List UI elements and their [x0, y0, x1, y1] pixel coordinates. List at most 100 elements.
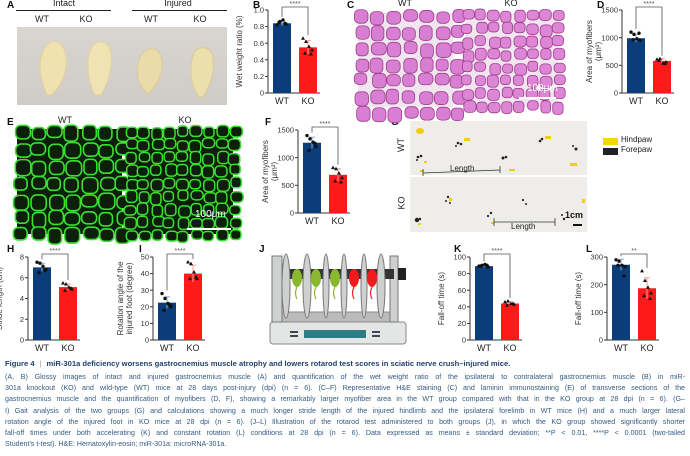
myofiber-cell	[149, 164, 162, 176]
data-point	[616, 263, 620, 267]
data-point	[192, 269, 196, 274]
myofiber-cell	[553, 86, 566, 100]
myofiber-cell	[488, 36, 502, 49]
myofiber-cell	[435, 58, 449, 72]
myofiber-cell	[355, 58, 370, 73]
he-ko-label: KO	[504, 0, 518, 8]
data-point	[511, 301, 515, 305]
x-tick-label: KO	[301, 96, 314, 106]
myofiber-cell	[371, 107, 387, 123]
myofiber-cell	[80, 194, 99, 208]
myofiber-cell	[500, 74, 511, 85]
data-point	[617, 259, 621, 263]
myofiber-cell	[63, 226, 81, 244]
data-point	[277, 20, 281, 25]
myofiber-cell	[433, 91, 449, 105]
he-stain-wt-image	[353, 9, 468, 124]
y-axis-label: Wet weight ratio (%)	[235, 15, 244, 87]
myofiber-cell	[386, 74, 401, 87]
myofiber-cell	[435, 26, 451, 41]
myofiber-cell	[487, 21, 500, 33]
myofiber-cell	[189, 178, 202, 190]
myofiber-cell	[176, 230, 189, 244]
myofiber-cell	[512, 74, 524, 86]
myofiber-cell	[419, 10, 435, 23]
myofiber-cell	[539, 63, 552, 75]
myofiber-cell	[63, 177, 79, 193]
myofiber-cell	[138, 151, 151, 163]
panel-label-h: H	[7, 244, 15, 255]
myofiber-cell	[125, 138, 139, 150]
data-point	[194, 274, 198, 279]
myofiber-cell	[369, 11, 385, 26]
panel-label-e: E	[7, 117, 14, 128]
y-tick-label: 60	[458, 286, 466, 295]
myofiber-cell	[178, 205, 192, 219]
myofiber-cell	[540, 36, 553, 49]
data-point	[160, 291, 164, 296]
myofiber-cell	[526, 75, 539, 88]
data-point	[638, 38, 642, 43]
x-tick-label: KO	[331, 216, 344, 226]
y-tick-label: 20	[458, 319, 466, 328]
myofiber-cell	[30, 194, 48, 212]
myofiber-cell	[151, 229, 164, 241]
data-point	[655, 57, 659, 61]
x-tick-label: WT	[477, 343, 491, 353]
gait-ko-label: KO	[396, 196, 407, 210]
y-tick-label: 4	[20, 294, 24, 303]
myofiber-cell	[82, 142, 100, 157]
myofiber-cell	[474, 47, 487, 61]
myofiber-cell	[385, 59, 401, 74]
myofiber-cell	[176, 125, 189, 137]
myofiber-cell	[136, 202, 149, 216]
data-point	[303, 51, 307, 55]
data-point	[505, 303, 509, 307]
y-axis-label: Area of myofibers	[261, 140, 270, 203]
myofiber-cell	[499, 36, 512, 49]
data-point	[41, 264, 45, 269]
myofiber-cell	[475, 75, 486, 86]
data-point	[305, 133, 309, 138]
y-axis-label: Rotation angle of the	[116, 261, 125, 335]
y-tick-label: 40	[458, 302, 466, 311]
y-tick-label: 100	[453, 253, 466, 262]
myofiber-cell	[513, 22, 526, 34]
panel-label-a: A	[7, 0, 15, 11]
myofiber-cell	[136, 179, 149, 190]
myofiber-cell	[138, 191, 150, 204]
data-point	[637, 31, 641, 35]
x-tick-label: WT	[275, 96, 289, 106]
significance-bracket	[483, 253, 511, 298]
myofiber-cell	[539, 75, 553, 88]
myofiber-cell	[512, 87, 525, 99]
bar-wt	[475, 266, 493, 340]
data-point	[43, 268, 47, 273]
myofiber-cell	[230, 190, 244, 203]
y-tick-label: 0.2	[254, 72, 264, 81]
myofiber-cell	[14, 158, 32, 177]
myofiber-cell	[461, 89, 475, 101]
myofiber-cell	[98, 158, 115, 175]
y-axis-label: Area of myofibers	[585, 20, 594, 83]
myofiber-cell	[551, 22, 565, 34]
laminin-scale-label: 100μm	[195, 209, 226, 220]
y-tick-label: 10	[141, 319, 149, 328]
myofiber-cell	[175, 163, 189, 177]
myofiber-cell	[370, 25, 385, 42]
myofiber-cell	[527, 60, 539, 72]
myofiber-cell	[215, 191, 228, 205]
bar-ko	[184, 273, 202, 340]
myofiber-cell	[63, 124, 79, 143]
myofiber-cell	[162, 217, 175, 229]
myofiber-cell	[190, 228, 204, 241]
myofiber-cell	[487, 48, 501, 60]
y-axis-label: Fall-off time (s)	[574, 272, 583, 326]
myofiber-cell	[551, 35, 564, 47]
myofiber-cell	[463, 100, 477, 113]
data-point	[69, 286, 73, 290]
bar-wt	[158, 302, 176, 340]
injured-rule	[132, 10, 227, 11]
y-tick-label: 20	[141, 302, 149, 311]
myofiber-cell	[151, 127, 164, 141]
